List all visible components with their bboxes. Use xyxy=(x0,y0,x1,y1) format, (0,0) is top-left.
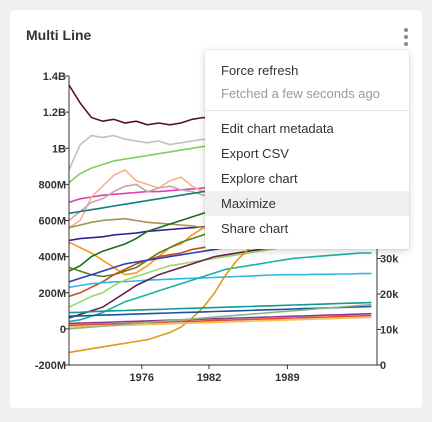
series-line-18 xyxy=(68,252,372,323)
right-axis-tick-label: 30k xyxy=(380,254,399,266)
right-axis-tick-label: 20k xyxy=(380,289,399,301)
series-line-23 xyxy=(68,301,372,314)
menu-item-export-csv[interactable]: Export CSV xyxy=(221,146,289,161)
left-axis-tick-label: 800M xyxy=(38,179,66,191)
series-line-25 xyxy=(68,303,372,330)
series-line-20 xyxy=(68,312,372,325)
menu-item-share-chart[interactable]: Share chart xyxy=(221,221,289,236)
left-axis-tick-label: 600M xyxy=(38,216,66,228)
x-axis-tick-label: 1976 xyxy=(130,372,154,384)
right-axis-tick-label: 10k xyxy=(380,325,399,337)
left-axis-tick-label: -200M xyxy=(35,360,66,372)
series-line-15 xyxy=(68,272,372,289)
left-axis-tick-label: 1B xyxy=(52,143,66,155)
menu-item-explore-chart[interactable]: Explore chart xyxy=(221,171,298,186)
left-axis-tick-label: 400M xyxy=(38,252,66,264)
series-line-16 xyxy=(68,238,372,308)
left-axis-tick-label: 200M xyxy=(38,288,66,300)
left-axis-tick-label: 1.2B xyxy=(43,107,66,119)
menu-item-edit-chart-metadata[interactable]: Edit chart metadata xyxy=(221,121,334,136)
menu-separator xyxy=(205,110,409,111)
menu-item-force-refresh[interactable]: Force refresh xyxy=(221,63,299,78)
left-axis-tick-label: 1.4B xyxy=(43,71,66,83)
left-axis-tick-label: 0 xyxy=(60,324,66,336)
menu-item-fetched-status: Fetched a few seconds ago xyxy=(221,86,380,101)
x-axis-tick-label: 1982 xyxy=(197,372,221,384)
chart-title: Multi Line xyxy=(26,27,92,43)
menu-item-maximize[interactable]: Maximize xyxy=(205,191,409,216)
more-options-icon[interactable] xyxy=(398,26,414,48)
x-axis-tick-label: 1989 xyxy=(275,372,299,384)
series-line-22 xyxy=(68,314,372,327)
right-axis-tick-label: 0 xyxy=(380,360,386,372)
chart-context-menu: Force refresh Fetched a few seconds ago … xyxy=(205,50,409,249)
